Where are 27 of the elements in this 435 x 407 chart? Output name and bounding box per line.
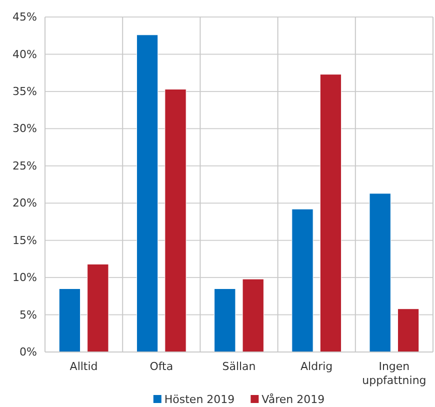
- x-tick-label: Alltid: [70, 360, 98, 373]
- bar: [58, 288, 81, 352]
- bar: [136, 34, 158, 352]
- y-tick-label: 15%: [12, 234, 37, 247]
- x-tick-label: Ingen uppfattning: [362, 360, 426, 387]
- y-tick-label: 0%: [20, 346, 37, 359]
- y-tick-label: 10%: [12, 271, 37, 284]
- y-tick-label: 40%: [12, 48, 37, 61]
- x-tick-label: Sällan: [222, 360, 256, 373]
- x-tick-label: Ofta: [150, 360, 174, 373]
- y-tick-label: 5%: [20, 308, 37, 322]
- y-tick-label: 45%: [12, 10, 37, 24]
- y-tick-label: 20%: [12, 196, 37, 210]
- x-tick-label: Aldrig: [300, 360, 333, 373]
- bar: [369, 193, 391, 352]
- bar: [292, 208, 314, 352]
- legend-label: Våren 2019: [262, 393, 325, 406]
- legend-label: Hösten 2019: [164, 393, 235, 406]
- bar: [214, 288, 236, 352]
- y-tick-label: 35%: [12, 84, 37, 98]
- bar: [87, 264, 109, 352]
- bar: [320, 74, 342, 352]
- bar: [164, 88, 186, 352]
- bar: [242, 278, 264, 352]
- y-tick-label: 25%: [12, 159, 37, 172]
- y-tick-label: 30%: [12, 122, 37, 136]
- bar: [397, 308, 420, 352]
